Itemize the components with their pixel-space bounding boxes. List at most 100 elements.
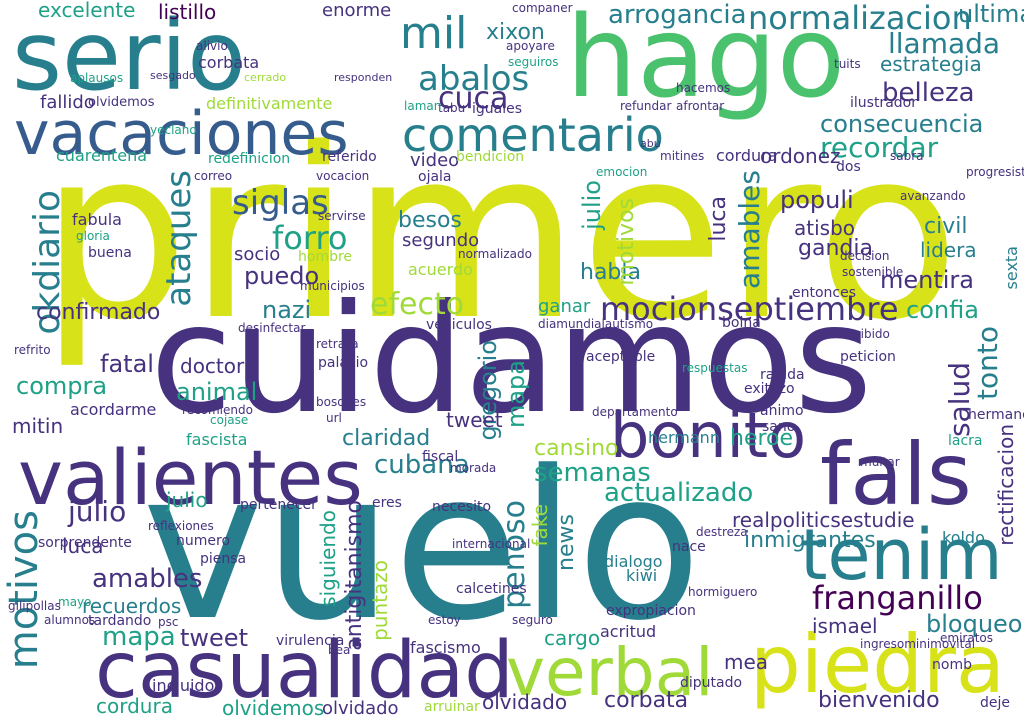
word-small: multar bbox=[860, 455, 900, 469]
word-cubana: cubana bbox=[374, 450, 470, 480]
word-quedate: fake bbox=[528, 504, 552, 547]
word-ganar: ganar bbox=[538, 296, 591, 317]
word-llama: recuerdos bbox=[82, 594, 182, 618]
word-small: expropiacion bbox=[606, 603, 696, 619]
word-small: fiscal bbox=[422, 449, 459, 465]
word-small: cerrado bbox=[244, 71, 287, 84]
word-vuelo: vuelo bbox=[142, 428, 702, 666]
word-small: ojala bbox=[418, 169, 452, 185]
word-small: nace bbox=[672, 539, 706, 555]
word-definitivamente: definitivamente bbox=[206, 94, 333, 113]
word-primero: primero bbox=[40, 99, 960, 372]
word-tweet: mapa bbox=[102, 622, 176, 652]
word-small: recomiendo bbox=[182, 403, 253, 417]
word-small: destreza bbox=[696, 525, 748, 539]
word-julio: julio bbox=[166, 488, 208, 512]
word-lidera: lidera bbox=[920, 238, 977, 262]
word-salud: salud bbox=[943, 362, 976, 438]
word-small: acritud bbox=[600, 622, 657, 641]
word-fabula: fabula bbox=[72, 210, 122, 229]
word-small: progresista bbox=[966, 165, 1024, 179]
word-small: animo bbox=[760, 403, 804, 419]
word-small: sabra bbox=[890, 149, 924, 163]
word-small: responden bbox=[334, 71, 393, 84]
word-vacaciones: vacaciones bbox=[14, 99, 349, 169]
word-small: departamento bbox=[592, 405, 678, 419]
word-small: estoy bbox=[428, 613, 461, 627]
word-small: ingresominimovital bbox=[860, 637, 976, 651]
word-olvidado: olvidado bbox=[322, 698, 399, 719]
word-small: respuestas bbox=[682, 361, 748, 375]
word-small: ilustrador bbox=[850, 95, 917, 111]
word-fals: fals bbox=[820, 425, 972, 525]
word-puntazo: puntazo bbox=[368, 560, 392, 641]
word-small: pertenecer bbox=[240, 497, 317, 513]
word-llamada: llamada bbox=[888, 27, 1001, 60]
word-small: laman bbox=[404, 99, 442, 113]
word-civil: civil bbox=[924, 214, 968, 239]
word-normalizacion: normalizacion bbox=[748, 0, 972, 37]
word-ismael: ismael bbox=[812, 614, 878, 638]
word-tardando: motivos bbox=[614, 198, 639, 286]
word-small: mitines bbox=[660, 149, 705, 163]
word-conseguir: fascismo bbox=[410, 638, 481, 657]
word-small: nomb bbox=[932, 657, 972, 673]
word-populi: populi bbox=[780, 186, 854, 214]
word-abalos: abalos bbox=[418, 59, 530, 99]
word-small: seguiros bbox=[508, 55, 559, 69]
word-nazi: nazi bbox=[262, 296, 312, 324]
word-experimental: sexta bbox=[1002, 246, 1021, 290]
word-small: desinfectar bbox=[238, 321, 306, 335]
word-small: yeclano bbox=[150, 123, 197, 137]
word-small: exitazo bbox=[744, 381, 795, 397]
word-hermano: tardando bbox=[88, 613, 152, 629]
word-small: correo bbox=[194, 169, 233, 183]
word-tonto: tonto bbox=[971, 326, 1004, 400]
word-bonito: bonito bbox=[610, 399, 807, 472]
word-piedra: piedra bbox=[750, 618, 1005, 711]
word-small: vehiculos bbox=[426, 317, 492, 333]
word-small: lacra bbox=[948, 433, 983, 449]
word-ataques: ataques bbox=[159, 170, 199, 307]
word-besos: besos bbox=[398, 208, 462, 233]
word-verbal: verbal bbox=[506, 634, 714, 711]
word-small: aplausos bbox=[70, 71, 124, 85]
word-confirmado: confirmado bbox=[36, 300, 161, 325]
word-mitin: mitin bbox=[12, 414, 64, 438]
word-siguiendo: alivio bbox=[196, 39, 228, 53]
word-small: bosques bbox=[316, 395, 367, 409]
word-small: cojase bbox=[210, 413, 249, 427]
word-small: deje bbox=[980, 695, 1011, 711]
word-small: retrasa bbox=[316, 337, 359, 351]
word-serio: serio bbox=[12, 0, 246, 112]
word-realpoliticsestudie: realpoliticsestudie bbox=[732, 508, 915, 532]
word-valientes: valientes bbox=[18, 433, 363, 522]
word-fascista: fascista bbox=[186, 430, 248, 449]
word-inmigrantes: inmigrantes bbox=[744, 528, 876, 553]
word-small: acuerdo bbox=[408, 260, 473, 279]
word-cargo: cargo bbox=[544, 626, 601, 650]
word-estrategia: estrategia bbox=[880, 52, 982, 76]
word-siglas: siglas bbox=[232, 183, 329, 223]
word-small: boina bbox=[722, 315, 761, 331]
word-small: palacio bbox=[318, 355, 369, 371]
word-small: decision bbox=[840, 249, 890, 263]
word-motivos: motivos bbox=[1, 510, 47, 670]
word-small: peticion bbox=[840, 349, 896, 365]
word-alivio: olvidado bbox=[482, 690, 568, 714]
word-corbata: corbata bbox=[604, 688, 689, 713]
word-contundencia: rectificacion bbox=[994, 424, 1018, 546]
word-fatal: fatal bbox=[100, 350, 154, 378]
word-cansino: cansino bbox=[534, 436, 619, 461]
word-cuidamos: cuidamos bbox=[150, 273, 873, 447]
word-excelente: excelente bbox=[38, 0, 136, 22]
word-actualizado: actualizado bbox=[604, 478, 754, 508]
word-small: afrontar bbox=[676, 99, 725, 113]
word-segundo: segundo bbox=[402, 230, 480, 251]
word-arruinar: koldo bbox=[942, 528, 985, 547]
word-enorme: enorme bbox=[322, 0, 392, 21]
word-semanas: semanas bbox=[534, 458, 651, 488]
word-horquilla: news bbox=[554, 514, 579, 571]
word-small: diamundialautismo bbox=[538, 317, 654, 331]
word-small: bendicion bbox=[456, 149, 525, 165]
